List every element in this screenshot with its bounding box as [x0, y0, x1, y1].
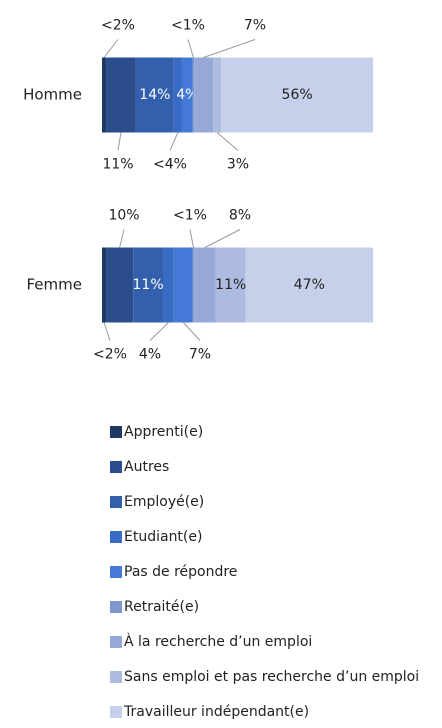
- bar-segment: [194, 57, 214, 133]
- legend-label: Pas de répondre: [124, 564, 237, 580]
- legend-swatch: [110, 566, 122, 578]
- data-label: 14%: [139, 87, 170, 103]
- data-label: 56%: [282, 87, 313, 103]
- data-label: 11%: [215, 277, 246, 293]
- data-label: <2%: [93, 347, 127, 363]
- category-label: Homme: [23, 86, 82, 104]
- category-label: Femme: [27, 276, 83, 294]
- bar-segment: [194, 247, 216, 323]
- data-label: <1%: [173, 208, 207, 224]
- bar-segment: [173, 57, 182, 133]
- data-label: 8%: [229, 208, 251, 224]
- bar-segment: [106, 247, 134, 323]
- bar-segment: [162, 247, 174, 323]
- data-label: 4%: [139, 347, 161, 363]
- legend-swatch: [110, 706, 122, 718]
- bar-segment: [106, 57, 136, 133]
- bar-segment: [245, 247, 373, 323]
- leader-line: [169, 132, 179, 151]
- leader-line: [187, 39, 194, 58]
- data-label: <4%: [153, 157, 187, 173]
- legend-swatch: [110, 531, 122, 543]
- data-label: 11%: [133, 277, 164, 293]
- legend-label: Autres: [124, 459, 169, 475]
- bar-segment: [133, 247, 163, 323]
- legend-swatch: [110, 636, 122, 648]
- data-label: 11%: [102, 157, 133, 173]
- bar-segment: [173, 247, 193, 323]
- data-label: <2%: [101, 18, 135, 34]
- leader-line: [204, 229, 241, 248]
- data-label: 7%: [189, 347, 211, 363]
- leader-line: [119, 229, 125, 248]
- bar-segment: [102, 57, 107, 133]
- leader-line: [203, 39, 256, 58]
- legend-label: Retraité(e): [124, 599, 199, 615]
- legend-swatch: [110, 496, 122, 508]
- legend-label: Apprenti(e): [124, 424, 203, 440]
- bar-segment: [181, 57, 193, 133]
- legend-label: Employé(e): [124, 494, 204, 510]
- leader-line: [216, 132, 239, 151]
- bar-segment: [221, 57, 373, 133]
- leader-line: [182, 322, 201, 341]
- legend-swatch: [110, 461, 122, 473]
- data-label: <1%: [171, 18, 205, 34]
- legend-label: Travailleur indépendant(e): [123, 704, 309, 720]
- leader-line: [189, 229, 194, 248]
- leader-line: [149, 322, 169, 341]
- leader-line: [103, 322, 111, 341]
- data-label: 10%: [108, 208, 139, 224]
- bar-segment: [102, 247, 107, 323]
- bar-segment: [215, 247, 246, 323]
- legend-label: À la recherche d’un emploi: [124, 633, 312, 650]
- legend-swatch: [110, 426, 122, 438]
- bar-segment: [192, 247, 195, 323]
- bar-segment: [192, 57, 195, 133]
- legend-label: Sans emploi et pas recherche d’un emploi: [124, 669, 419, 685]
- leader-line: [117, 132, 122, 151]
- leader-line: [103, 39, 119, 58]
- bar-segment: [213, 57, 222, 133]
- data-label: 7%: [244, 18, 266, 34]
- bar-segment: [135, 57, 174, 133]
- data-label: 3%: [227, 157, 249, 173]
- legend-swatch: [110, 671, 122, 683]
- legend-swatch: [110, 601, 122, 613]
- data-label: 47%: [294, 277, 325, 293]
- legend-label: Etudiant(e): [124, 529, 202, 545]
